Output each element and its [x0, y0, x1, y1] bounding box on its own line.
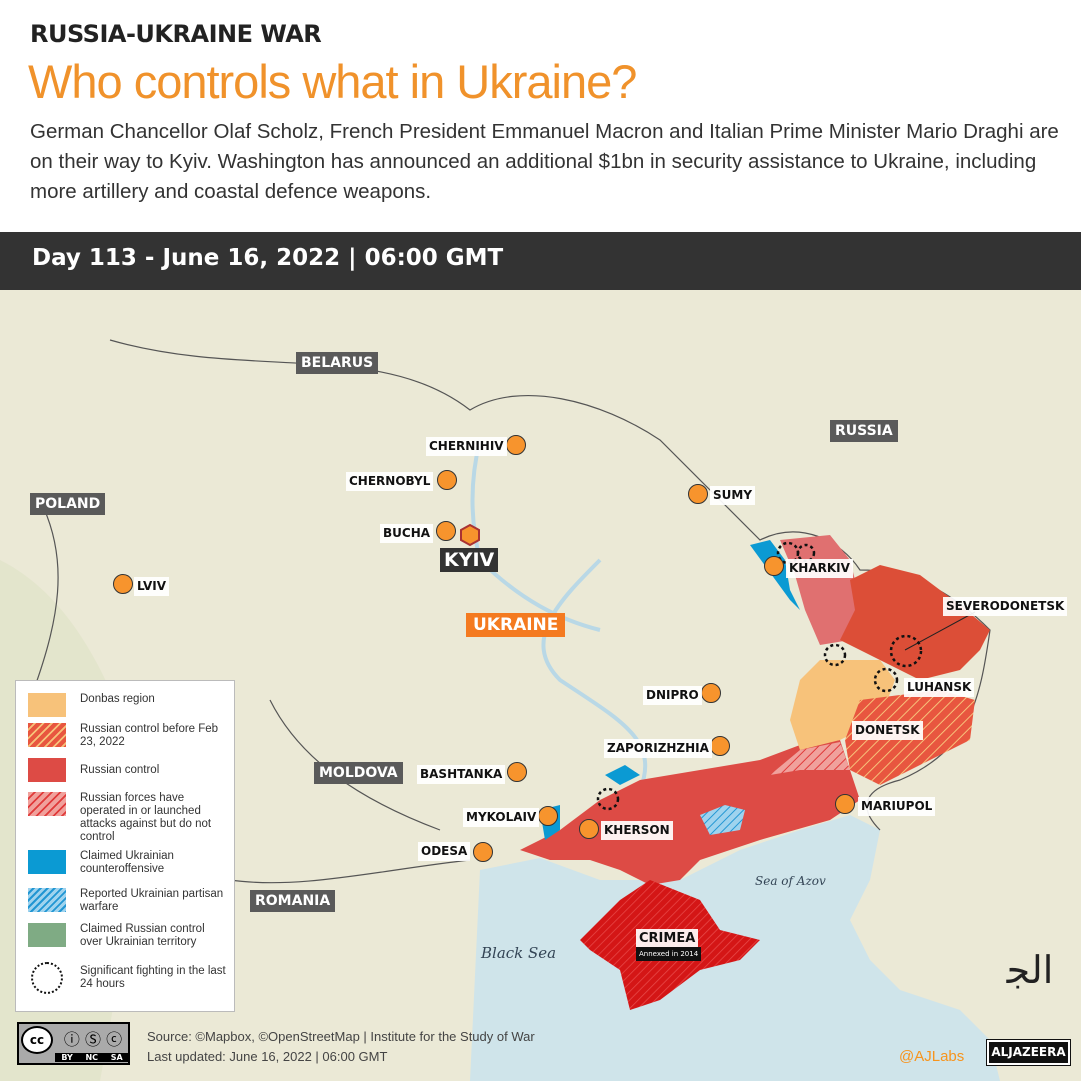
city-kyiv: KYIV	[440, 548, 499, 572]
partisan-area	[700, 805, 745, 835]
legend-item-attacked: Russian forces have operated in or launc…	[28, 792, 230, 844]
city-dot	[579, 819, 599, 839]
legend-item-claimed-russian: Claimed Russian control over Ukrainian t…	[28, 923, 230, 949]
country-russia: RUSSIA	[830, 420, 898, 442]
cc-nc: NC	[85, 1053, 99, 1062]
cc-license-badge: cc ⓘ Ⓢ ⓒ BY NC SA	[17, 1022, 130, 1065]
legend-item-partisan: Reported Ukrainian partisan warfare	[28, 888, 230, 914]
city-mykolaiv: MYKOLAIV	[463, 808, 540, 827]
aljazeera-logo-icon: ﺍﻟﺠ	[1006, 948, 1054, 992]
aljazeera-brand: ALJAZEERA	[986, 1039, 1071, 1066]
legend: Donbas region Russian control before Feb…	[15, 680, 235, 1012]
cc-terms-icons: ⓘ Ⓢ ⓒ	[63, 1030, 123, 1049]
city-luhansk: LUHANSK	[904, 678, 975, 697]
cc-by: BY	[61, 1053, 73, 1062]
legend-item-fighting: Significant fighting in the last 24 hour…	[28, 962, 230, 994]
city-bucha: BUCHA	[380, 524, 434, 543]
city-dnipro: DNIPRO	[643, 686, 702, 705]
kicker: RUSSIA-UKRAINE WAR	[30, 20, 322, 48]
updated-text: Last updated: June 16, 2022 | 06:00 GMT	[147, 1049, 388, 1064]
city-dot	[764, 556, 784, 576]
city-kharkiv: KHARKIV	[786, 559, 853, 578]
kyiv-marker	[460, 523, 480, 547]
header: RUSSIA-UKRAINE WAR Who controls what in …	[0, 0, 1081, 232]
city-odesa: ODESA	[418, 842, 471, 861]
legend-item-russian-control: Russian control	[28, 758, 230, 782]
ajlabs-handle: @AJLabs	[899, 1048, 965, 1065]
country-moldova: MOLDOVA	[314, 762, 403, 784]
city-sumy: SUMY	[710, 486, 756, 505]
sea-black: Black Sea	[481, 944, 557, 962]
city-chernihiv: CHERNIHIV	[426, 437, 507, 456]
legend-item-pre-2022: Russian control before Feb 23, 2022	[28, 723, 230, 749]
crimea-note: Annexed in 2014	[636, 947, 702, 961]
city-dot	[710, 736, 730, 756]
city-dot	[473, 842, 493, 862]
country-ukraine: UKRAINE	[466, 613, 566, 637]
city-kherson: KHERSON	[601, 821, 673, 840]
city-donetsk: DONETSK	[852, 721, 923, 740]
russian-control-south	[520, 740, 860, 885]
city-chernobyl: CHERNOBYL	[346, 472, 434, 491]
city-mariupol: MARIUPOL	[858, 797, 936, 816]
city-dot	[437, 470, 457, 490]
city-dot	[507, 762, 527, 782]
footer: Source: ©Mapbox, ©OpenStreetMap | Instit…	[147, 1027, 535, 1067]
cc-icon: cc	[21, 1026, 53, 1054]
city-dot	[835, 794, 855, 814]
city-severodonetsk: SEVERODONETSK	[943, 597, 1068, 616]
description: German Chancellor Olaf Scholz, French Pr…	[30, 120, 1059, 203]
source-text: Source: ©Mapbox, ©OpenStreetMap | Instit…	[147, 1029, 535, 1044]
legend-item-donbas: Donbas region	[28, 693, 230, 717]
date-bar: Day 113 - June 16, 2022 | 06:00 GMT	[0, 232, 1081, 290]
city-dot	[701, 683, 721, 703]
country-belarus: BELARUS	[296, 352, 379, 374]
donbas-region	[790, 660, 895, 750]
city-dot	[113, 574, 133, 594]
city-dot	[506, 435, 526, 455]
luhansk-area	[840, 565, 990, 680]
city-dot	[436, 521, 456, 541]
legend-item-counteroffensive: Claimed Ukrainian counteroffensive	[28, 850, 230, 876]
country-romania: ROMANIA	[250, 890, 336, 912]
city-lviv: LVIV	[134, 577, 170, 596]
city-bashtanka: BASHTANKA	[417, 765, 506, 784]
region-crimea: CRIMEA	[636, 929, 699, 948]
city-zaporizhzhia: ZAPORIZHZHIA	[604, 739, 712, 758]
page-title: Who controls what in Ukraine?	[28, 55, 637, 108]
country-poland: POLAND	[30, 493, 106, 515]
cc-sa: SA	[110, 1053, 123, 1062]
map: BELARUS RUSSIA POLAND MOLDOVA ROMANIA UK…	[0, 290, 1081, 1081]
sea-azov: Sea of Azov	[755, 874, 826, 888]
city-dot	[688, 484, 708, 504]
city-dot	[538, 806, 558, 826]
